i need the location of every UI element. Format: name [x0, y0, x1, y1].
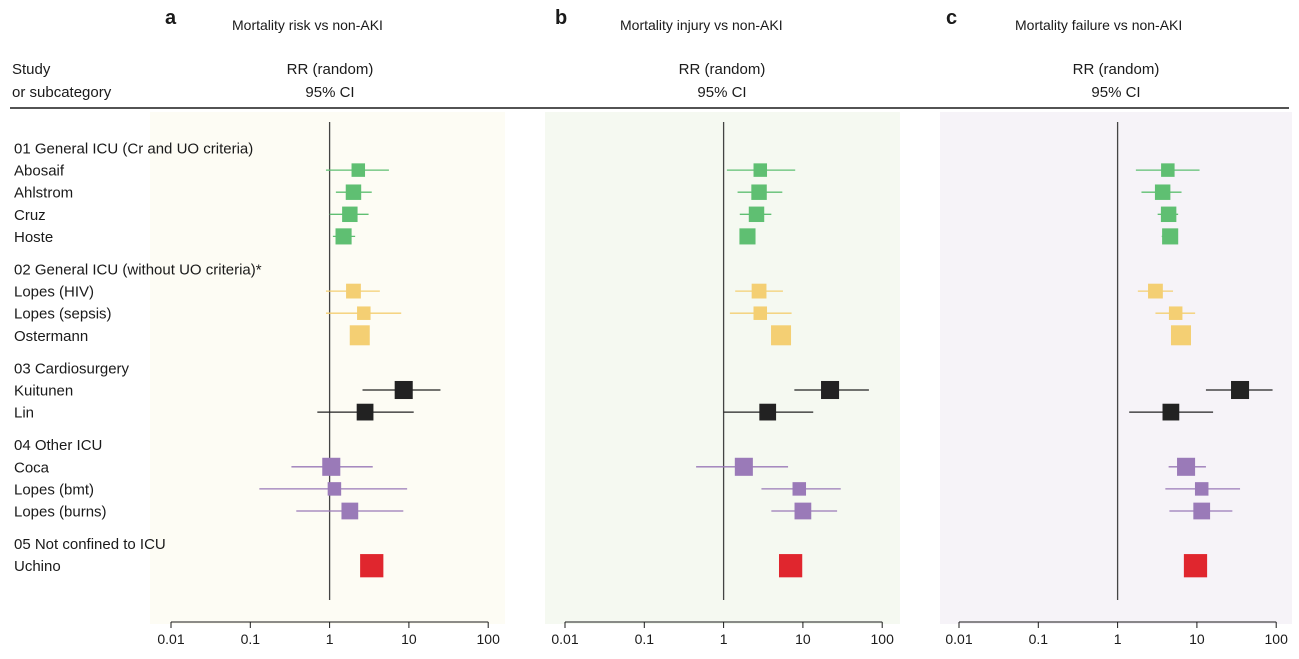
x-tick-label: 10 — [401, 631, 417, 647]
x-tick-label: 10 — [795, 631, 811, 647]
panel-title-c: Mortality failure vs non-AKI — [1015, 17, 1182, 33]
estimate-square — [349, 325, 370, 346]
estimate-square — [1231, 380, 1250, 400]
study-header-line-2: or subcategory — [12, 84, 112, 101]
estimate-square — [1193, 502, 1211, 520]
study-label: Lopes (bmt) — [14, 481, 94, 498]
estimate-square — [792, 482, 807, 496]
estimate-square — [739, 228, 756, 245]
panel-letter-c: c — [946, 7, 957, 29]
study-marks — [259, 163, 1273, 578]
panel-background-c — [940, 112, 1292, 624]
estimate-square — [778, 554, 803, 578]
study-header-line-1: Study — [12, 61, 51, 78]
estimate-square — [351, 163, 366, 177]
estimate-square — [1160, 206, 1177, 223]
row-labels: 01 General ICU (Cr and UO criteria) Abosa… — [14, 141, 262, 576]
x-tick-label: 100 — [871, 631, 895, 647]
study-label: Lopes (sepsis) — [14, 306, 112, 323]
estimate-square — [753, 306, 768, 320]
study-label: Kuitunen — [14, 383, 73, 400]
panel-letter-b: b — [555, 7, 567, 29]
panel-title-b: Mortality injury vs non-AKI — [620, 17, 783, 33]
x-tick-label: 1 — [720, 631, 728, 647]
estimate-square — [360, 554, 384, 578]
subgroup-label: 05 Not confined to ICU — [14, 536, 166, 553]
x-tick-label: 100 — [1265, 631, 1289, 647]
study-label: Lopes (burns) — [14, 504, 107, 521]
rr-header-a: RR (random) — [287, 61, 374, 78]
estimate-square — [759, 403, 777, 421]
subgroup-label: 02 General ICU (without UO criteria)* — [14, 262, 262, 279]
estimate-square — [771, 325, 792, 346]
study-label: Hoste — [14, 229, 53, 246]
estimate-square — [751, 283, 767, 299]
estimate-square — [327, 482, 342, 496]
x-tick-label: 0.1 — [241, 631, 261, 647]
estimate-square — [346, 283, 361, 299]
estimate-square — [341, 502, 359, 520]
x-tick-label: 1 — [1114, 631, 1122, 647]
panel-letter-a: a — [165, 7, 177, 29]
estimate-square — [342, 206, 358, 223]
estimate-square — [1170, 325, 1191, 346]
estimate-square — [1148, 283, 1163, 299]
ci-header-b: 95% CI — [697, 84, 746, 101]
estimate-square — [1162, 228, 1179, 245]
estimate-square — [335, 228, 352, 245]
ci-header-c: 95% CI — [1091, 84, 1140, 101]
x-tick-label: 100 — [477, 631, 501, 647]
x-tick-label: 0.01 — [551, 631, 578, 647]
estimate-square — [794, 502, 812, 520]
estimate-square — [357, 306, 371, 320]
x-tick-label: 0.01 — [945, 631, 972, 647]
estimate-square — [748, 206, 765, 223]
rr-header-c: RR (random) — [1073, 61, 1160, 78]
estimate-square — [751, 184, 767, 200]
subgroup-label: 03 Cardiosurgery — [14, 360, 130, 377]
subgroup-label: 01 General ICU (Cr and UO criteria) — [14, 141, 253, 158]
panel-backgrounds — [150, 112, 1292, 624]
estimate-square — [1183, 554, 1208, 578]
x-tick-label: 0.1 — [635, 631, 655, 647]
study-label: Abosaif — [14, 163, 65, 180]
estimate-square — [345, 184, 362, 200]
x-tick-label: 10 — [1189, 631, 1205, 647]
study-label: Uchino — [14, 558, 61, 575]
study-label: Cruz — [14, 207, 46, 224]
x-tick-label: 0.1 — [1029, 631, 1049, 647]
estimate-square — [322, 457, 341, 476]
study-label: Ahlstrom — [14, 185, 73, 202]
study-label: Lin — [14, 405, 34, 422]
study-label: Ostermann — [14, 328, 88, 345]
rr-header-b: RR (random) — [679, 61, 766, 78]
estimate-square — [1194, 482, 1209, 496]
panel-title-a: Mortality risk vs non-AKI — [232, 17, 383, 33]
x-tick-label: 0.01 — [157, 631, 184, 647]
estimate-square — [394, 380, 413, 400]
estimate-square — [1162, 403, 1180, 421]
study-label: Lopes (HIV) — [14, 284, 94, 301]
estimate-square — [753, 163, 768, 177]
estimate-square — [821, 380, 840, 400]
x-tick-label: 1 — [326, 631, 334, 647]
panel-background-a — [150, 112, 505, 624]
panel-titles: a Mortality risk vs non-AKI b Mortality inj… — [165, 7, 1182, 33]
estimate-square — [1161, 163, 1175, 177]
panel-background-b — [545, 112, 900, 624]
study-label: Coca — [14, 459, 50, 476]
ci-header-a: 95% CI — [305, 84, 354, 101]
estimate-square — [1154, 184, 1171, 200]
estimate-square — [1168, 306, 1183, 320]
estimate-square — [1177, 457, 1196, 476]
estimate-square — [734, 457, 753, 476]
axes: 0.01 0.1 1 10 100 0.01 0.1 1 10 100 0.01 0.1 1 10 100 — [157, 122, 1288, 647]
estimate-square — [356, 403, 374, 421]
subgroup-label: 04 Other ICU — [14, 437, 102, 454]
